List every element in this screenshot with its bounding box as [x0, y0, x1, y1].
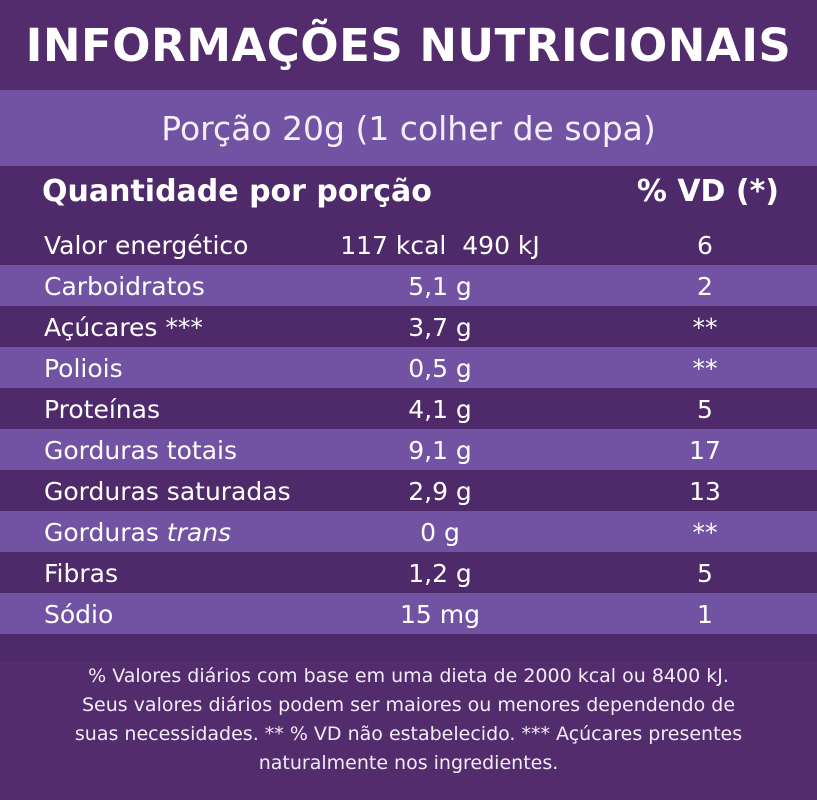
nutrient-amount: 2,9 g [408, 477, 472, 506]
header-quantity: Quantidade por porção [42, 174, 432, 209]
nutrient-dv: 1 [697, 600, 713, 629]
table-row: Gorduras trans 0 g ** [0, 511, 817, 552]
table-row: Gorduras totais 9,1 g 17 [0, 429, 817, 470]
nutrient-name: Fibras [44, 559, 118, 588]
table-row: Proteínas 4,1 g 5 [0, 388, 817, 429]
nutrient-name: Proteínas [44, 395, 160, 424]
nutrient-amount: 5,1 g [408, 272, 472, 301]
nutrient-dv: 13 [689, 477, 721, 506]
table-row: Carboidratos 5,1 g 2 [0, 265, 817, 306]
portion-size: Porção 20g (1 colher de sopa) [0, 90, 817, 166]
nutrient-dv: 2 [697, 272, 713, 301]
table-row: Sódio 15 mg 1 [0, 593, 817, 634]
nutrient-amount: 117 kcal 490 kJ [340, 231, 540, 260]
header-daily-value: % VD (*) [636, 174, 779, 209]
nutrient-dv: ** [692, 518, 718, 547]
nutrient-table: Valor energético 117 kcal 490 kJ 6 Carbo… [0, 224, 817, 634]
nutrient-name: Gorduras totais [44, 436, 237, 465]
table-row: Poliois 0,5 g ** [0, 347, 817, 388]
nutrient-amount: 4,1 g [408, 395, 472, 424]
nutrient-name: Gorduras saturadas [44, 477, 291, 506]
nutrient-dv: ** [692, 354, 718, 383]
table-row: Fibras 1,2 g 5 [0, 552, 817, 593]
table-header: Quantidade por porção % VD (*) [0, 166, 817, 224]
nutrient-amount: 0,5 g [408, 354, 472, 383]
nutrient-amount: 0 g [420, 518, 460, 547]
footnote-line: Seus valores diários podem ser maiores o… [81, 694, 736, 716]
footnote: % Valores diários com base em uma dieta … [0, 662, 817, 800]
footnote-line: suas necessidades. ** % VD não estabelec… [74, 723, 743, 745]
nutrient-dv: 5 [697, 559, 713, 588]
nutrient-name: Valor energético [44, 231, 249, 260]
nutrient-name: Gorduras trans [44, 512, 231, 553]
nutrient-name: Sódio [44, 600, 114, 629]
nutrient-name-prefix: Gorduras [44, 518, 167, 547]
nutrient-dv: 5 [697, 395, 713, 424]
table-row: Açúcares *** 3,7 g ** [0, 306, 817, 347]
nutrient-dv: ** [692, 313, 718, 342]
nutrient-name: Açúcares *** [44, 313, 203, 342]
table-row: Gorduras saturadas 2,9 g 13 [0, 470, 817, 511]
nutrient-dv: 6 [697, 231, 713, 260]
footnote-line: naturalmente nos ingredientes. [258, 752, 559, 774]
nutrient-name: Carboidratos [44, 272, 205, 301]
nutrient-dv: 17 [689, 436, 721, 465]
panel-title: INFORMAÇÕES NUTRICIONAIS [0, 0, 817, 90]
nutrient-amount: 3,7 g [408, 313, 472, 342]
nutrient-name-italic: trans [166, 518, 232, 547]
nutrient-amount: 9,1 g [408, 436, 472, 465]
nutrient-name: Poliois [44, 354, 123, 383]
nutrient-amount: 15 mg [400, 600, 480, 629]
footnote-line: % Valores diários com base em uma dieta … [88, 665, 729, 687]
table-row: Valor energético 117 kcal 490 kJ 6 [0, 224, 817, 265]
nutrient-amount: 1,2 g [408, 559, 472, 588]
